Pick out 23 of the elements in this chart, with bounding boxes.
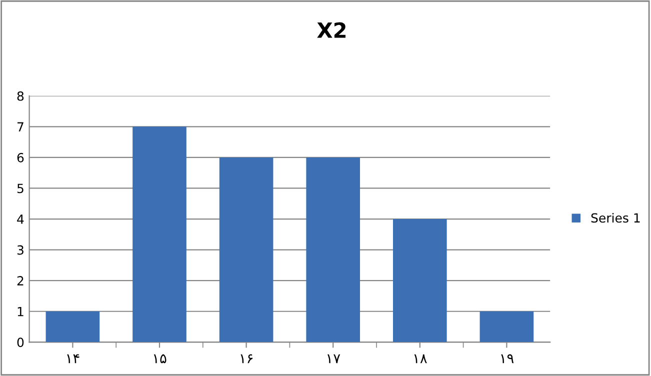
- y-tick-label: 2: [17, 276, 24, 286]
- y-tick-label: 8: [17, 91, 24, 101]
- x-tick-label: ۱۵: [154, 354, 166, 364]
- x-tick-label: ۱۸: [414, 354, 427, 364]
- legend-label: Series 1: [591, 212, 640, 223]
- bar: [46, 311, 100, 342]
- x-tick-label: ۱۴: [67, 354, 80, 364]
- bar: [392, 219, 447, 342]
- y-tick-label: 3: [17, 245, 24, 255]
- y-tick-label: 4: [17, 214, 24, 224]
- y-tick-label: 7: [18, 122, 24, 132]
- bar: [480, 311, 534, 342]
- y-tick-label: 6: [17, 152, 24, 162]
- chart-title: X2: [317, 22, 346, 38]
- y-tick-label: 0: [17, 338, 24, 348]
- x-tick-label: ۱۶: [240, 354, 252, 364]
- y-tick-label: 5: [17, 184, 24, 194]
- bar: [219, 157, 274, 342]
- bar: [306, 157, 360, 342]
- bar: [132, 126, 186, 342]
- x-tick-label: ۱۷: [328, 354, 340, 364]
- y-tick-label: 1: [18, 307, 24, 316]
- x-tick-label: ۱۹: [501, 354, 514, 364]
